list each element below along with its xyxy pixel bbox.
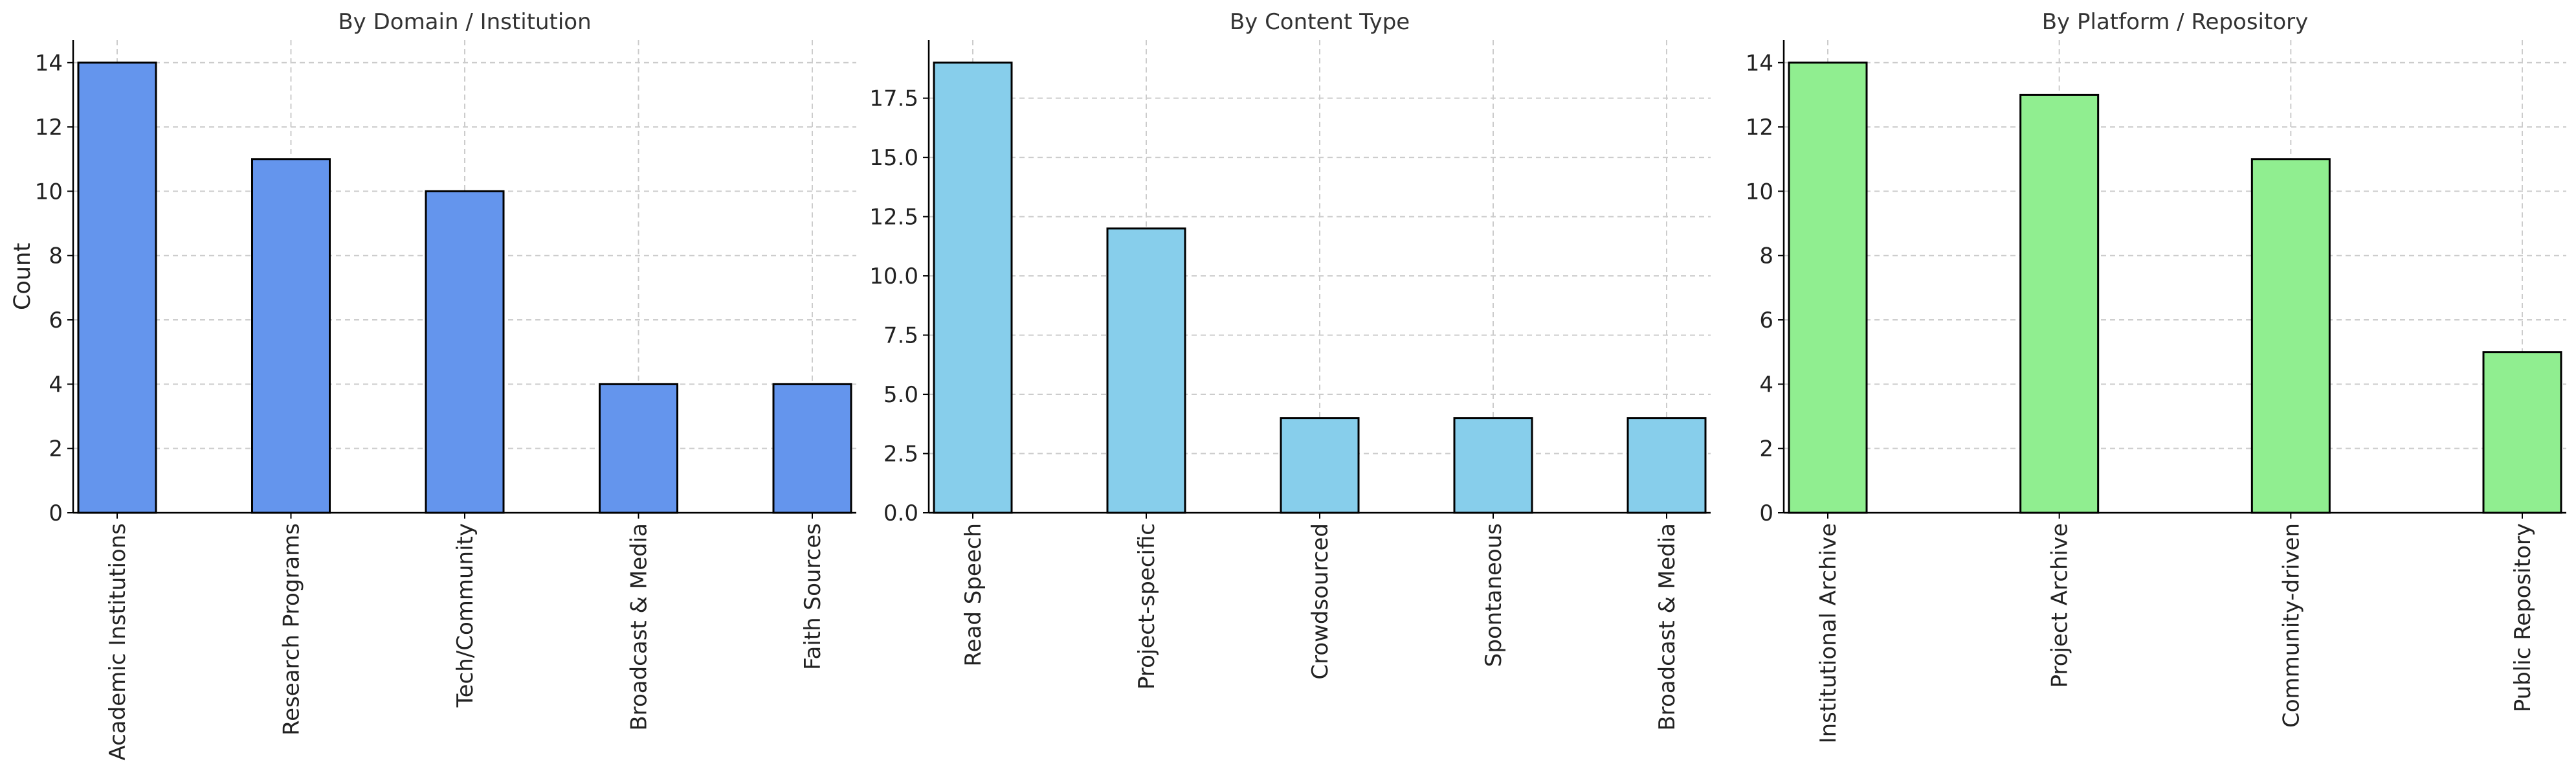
chart-title: By Domain / Institution bbox=[338, 9, 591, 35]
x-tick-label: Faith Sources bbox=[800, 523, 826, 670]
y-tick-label: 0 bbox=[49, 500, 63, 526]
y-tick-label: 5.0 bbox=[883, 382, 918, 408]
y-tick-label: 8 bbox=[49, 243, 63, 269]
x-tick-label: Tech/Community bbox=[452, 523, 478, 708]
y-tick-label: 10 bbox=[1746, 179, 1773, 205]
bar-2 bbox=[1106, 227, 1186, 514]
y-tick-label: 14 bbox=[35, 51, 63, 76]
bar-5 bbox=[1627, 417, 1707, 514]
bar-4 bbox=[2482, 351, 2562, 514]
x-tick-label: Public Repository bbox=[2510, 523, 2536, 712]
x-tick-label: Research Programs bbox=[279, 523, 305, 736]
x-tick-label: Project Archive bbox=[2047, 523, 2073, 688]
chart-panel-3: 0 2 4 6 8 10 12 14 Institutional Archive Project … bbox=[1746, 9, 2566, 743]
y-tick-label: 12.5 bbox=[869, 205, 918, 230]
y-tick-label: 6 bbox=[1759, 308, 1773, 333]
y-tick-label: 17.5 bbox=[869, 86, 918, 112]
bar-2 bbox=[251, 158, 331, 514]
bar-5 bbox=[772, 383, 852, 514]
y-tick-label: 7.5 bbox=[883, 323, 918, 349]
bar-1 bbox=[1788, 62, 1868, 514]
chart-panel-2: 0.0 2.5 5.0 7.5 10.0 12.5 15.0 17.5 Read Speech P… bbox=[869, 9, 1711, 731]
y-tick-label: 10.0 bbox=[869, 264, 918, 289]
bar-2 bbox=[2019, 93, 2100, 514]
chart-title: By Platform / Repository bbox=[2042, 9, 2309, 35]
y-tick-label: 12 bbox=[35, 115, 63, 140]
y-tick-label: 4 bbox=[1759, 372, 1773, 398]
chart-panel-1: 0 2 4 6 8 10 12 14 Academic Institutions Research… bbox=[10, 9, 856, 761]
y-tick-label: 2.5 bbox=[883, 442, 918, 467]
bar-3 bbox=[425, 190, 505, 514]
x-tick-label: Institutional Archive bbox=[1815, 523, 1841, 743]
y-tick-label: 10 bbox=[35, 179, 63, 205]
y-tick-label: 4 bbox=[49, 372, 63, 398]
bar-3 bbox=[2250, 158, 2331, 514]
y-tick-label: 15.0 bbox=[869, 145, 918, 171]
x-tick-label: Community-driven bbox=[2278, 523, 2304, 728]
bar-1 bbox=[933, 62, 1013, 514]
y-tick-label: 0 bbox=[1759, 500, 1773, 526]
x-tick-label: Read Speech bbox=[960, 523, 986, 666]
y-tick-label: 6 bbox=[49, 308, 63, 333]
x-tick-label: Crowdsourced bbox=[1307, 523, 1333, 680]
y-tick-label: 14 bbox=[1746, 51, 1773, 76]
bar-4 bbox=[1453, 417, 1533, 514]
y-tick-label: 12 bbox=[1746, 115, 1773, 140]
x-tick-label: Spontaneous bbox=[1481, 523, 1507, 667]
y-tick-label: 0.0 bbox=[883, 500, 918, 526]
x-tick-label: Broadcast & Media bbox=[627, 523, 652, 731]
bar-4 bbox=[599, 383, 678, 514]
bar-3 bbox=[1280, 417, 1360, 514]
y-tick-label: 8 bbox=[1759, 243, 1773, 269]
y-tick-label: 2 bbox=[1759, 436, 1773, 462]
x-tick-label: Project-specific bbox=[1134, 523, 1160, 690]
x-tick-label: Broadcast & Media bbox=[1654, 523, 1680, 731]
x-tick-label: Academic Institutions bbox=[105, 523, 131, 761]
y-tick-label: 2 bbox=[49, 436, 63, 462]
bar-1 bbox=[77, 62, 157, 514]
chart-title: By Content Type bbox=[1230, 9, 1410, 35]
y-axis-label: Count bbox=[10, 243, 36, 310]
